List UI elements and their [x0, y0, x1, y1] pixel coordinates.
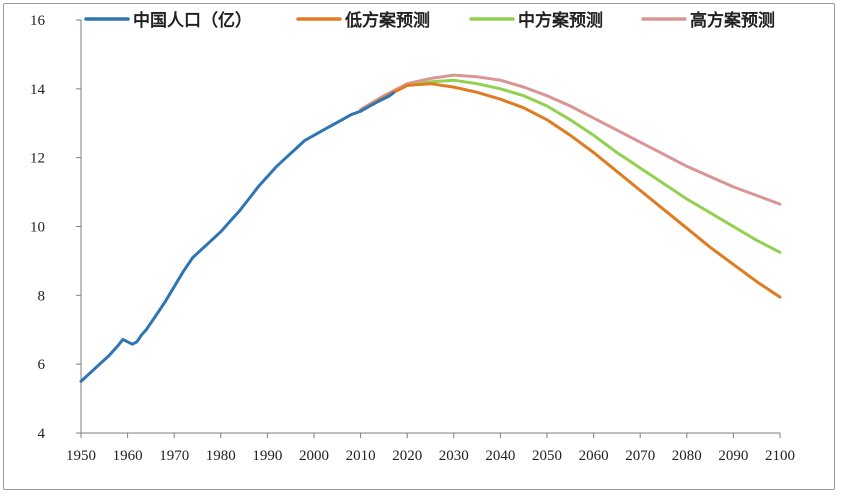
- axes: 4 6 8 10 12 14 16 1950 1960 1970 1980 1990 2000 2010 2…: [30, 13, 795, 464]
- y-tick-label: 14: [30, 82, 46, 98]
- series-lines: [79, 73, 782, 383]
- x-tick-label: 2040: [485, 448, 515, 464]
- x-tick-label: 2010: [346, 448, 376, 464]
- x-tick-label: 2070: [625, 448, 655, 464]
- x-tick-label: 1980: [206, 448, 236, 464]
- y-tick-label: 10: [30, 220, 45, 236]
- legend-label-0: 中国人口（亿）: [133, 10, 252, 31]
- legend: 中国人口（亿） 低方案预测 中方案预测 高方案预测: [84, 10, 775, 31]
- x-tick-label: 1990: [252, 448, 282, 464]
- x-tick-label: 2060: [579, 448, 609, 464]
- x-tick-label: 1970: [159, 448, 189, 464]
- y-tick-label: 6: [38, 357, 46, 373]
- series-line-3: [359, 73, 782, 206]
- x-tick-label: 2090: [718, 448, 748, 464]
- y-tick-label: 8: [38, 288, 46, 304]
- legend-label-2: 中方案预测: [518, 10, 603, 31]
- x-tick-label: 1950: [66, 448, 96, 464]
- x-tick-label: 2030: [439, 448, 469, 464]
- y-tick-label: 4: [38, 426, 46, 442]
- series-line-1: [359, 82, 782, 299]
- x-tick-label: 2100: [765, 448, 795, 464]
- x-tick-label: 2080: [672, 448, 702, 464]
- series-line-0: [79, 91, 395, 383]
- x-tick-label: 2020: [392, 448, 422, 464]
- x-tick-label: 1960: [113, 448, 143, 464]
- series-line-2: [359, 78, 782, 254]
- legend-label-1: 低方案预测: [344, 10, 430, 31]
- x-tick-label: 2050: [532, 448, 562, 464]
- x-tick-label: 2000: [299, 448, 329, 464]
- y-tick-label: 12: [30, 151, 45, 167]
- y-tick-label: 16: [30, 13, 46, 29]
- legend-label-3: 高方案预测: [690, 10, 775, 31]
